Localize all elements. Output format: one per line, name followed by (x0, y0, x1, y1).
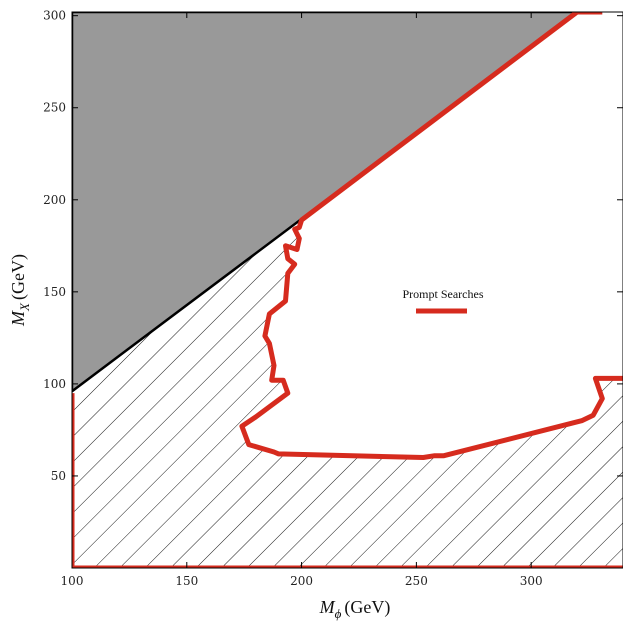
x-axis-label-symbol: M (319, 597, 336, 617)
x-axis-label: Mϕ (GeV) (319, 597, 391, 621)
y-axis-label-symbol: M (8, 310, 28, 327)
y-tick-label: 100 (43, 377, 66, 391)
x-axis-label-subscript: ϕ (335, 606, 342, 621)
y-axis-label-unit: (GeV) (8, 254, 29, 300)
y-tick-label: 50 (51, 469, 66, 483)
x-tick-label: 150 (175, 574, 198, 588)
x-tick-label: 250 (405, 574, 428, 588)
plot-area (72, 12, 623, 568)
y-tick-label: 200 (43, 193, 66, 207)
legend-label: Prompt Searches (403, 287, 484, 301)
y-tick-label: 300 (43, 9, 66, 23)
allowed-region (241, 12, 623, 458)
plot-frame (71, 11, 623, 569)
x-tick-label: 200 (290, 574, 313, 588)
y-tick-label: 250 (43, 101, 66, 115)
legend: Prompt Searches (403, 287, 484, 314)
y-axis-label-subscript: X (17, 302, 32, 312)
y-tick-label: 150 (43, 285, 66, 299)
x-axis-ticks: 100 150 200 250 300 (61, 12, 543, 588)
y-axis-ticks: 50 100 150 200 250 300 (43, 9, 623, 483)
x-tick-label: 100 (61, 574, 84, 588)
prompt-searches-contour (239, 12, 623, 460)
y-axis-label: MX (GeV) (8, 254, 32, 327)
x-axis-label-unit: (GeV) (344, 597, 390, 618)
x-tick-label: 300 (520, 574, 543, 588)
